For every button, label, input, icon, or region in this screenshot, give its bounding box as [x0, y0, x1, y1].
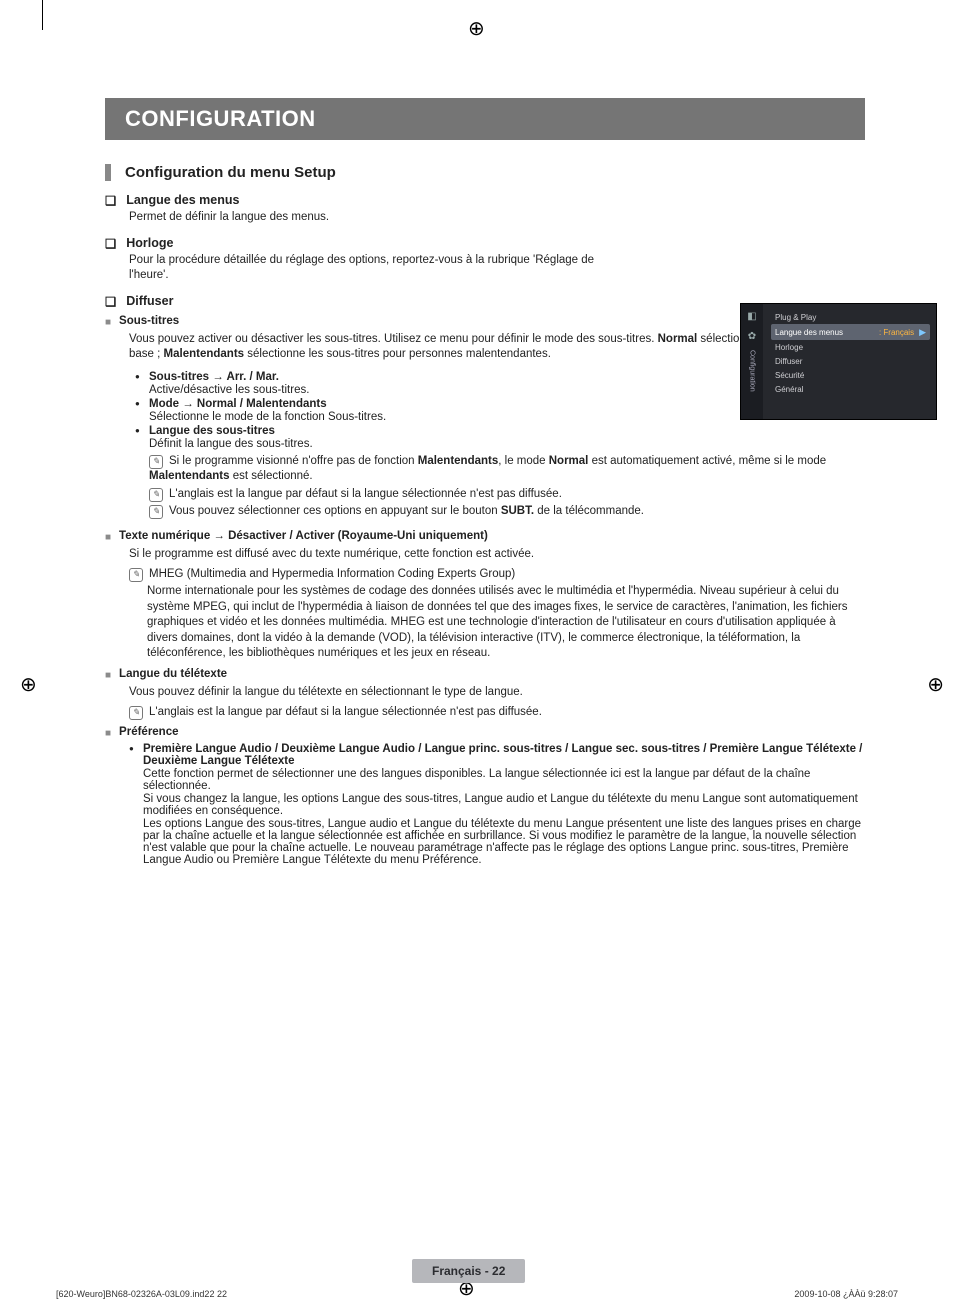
text: MHEG (Multimedia and Hypermedia Informat… — [149, 568, 515, 580]
item-title: Langue des menus — [126, 193, 239, 208]
page-footer-badge: Français - 22 — [412, 1259, 525, 1283]
text: Malentendants — [418, 455, 499, 467]
sub-texte-numerique: ■ Texte numérique → Désactiver / Activer… — [105, 530, 865, 545]
registration-mark: ⊕ — [20, 672, 37, 697]
list-item: Première Langue Audio / Deuxième Langue … — [129, 743, 865, 866]
osd-preview: ◧ ✿ Configuration Plug & Play Langue des… — [740, 303, 937, 420]
note-icon: ✎ — [129, 568, 143, 582]
filled-square-icon: ■ — [105, 315, 111, 330]
square-bullet-icon: ❏ — [105, 193, 116, 208]
item-title: Diffuser — [126, 294, 173, 309]
note: ✎ Si le programme visionné n'offre pas de… — [149, 454, 865, 485]
text: Si le programme visionné n'offre pas de … — [169, 455, 418, 467]
text: , le mode — [498, 455, 549, 467]
bullet-list: Première Langue Audio / Deuxième Langue … — [129, 743, 865, 866]
text: Normal — [658, 333, 698, 345]
text: SUBT. — [501, 505, 534, 517]
item-title: Horloge — [126, 236, 173, 251]
note: ✎ L'anglais est la langue par défaut si l… — [129, 706, 865, 720]
bullet-title: Langue des sous-titres — [149, 425, 275, 437]
text: Malentendants — [164, 348, 245, 360]
sub-title: Sous-titres — [119, 315, 179, 330]
sub-preference: ■ Préférence — [105, 726, 865, 741]
footer-right: 2009-10-08 ¿ÀÀü 9:28:07 — [794, 1289, 898, 1299]
gear-icon: ✿ — [746, 330, 758, 342]
bullet-title: Première Langue Audio / Deuxième Langue … — [143, 743, 862, 767]
bullet-desc: Cette fonction permet de sélectionner un… — [143, 768, 865, 792]
text: Vous pouvez activer ou désactiver les so… — [129, 333, 658, 345]
osd-item[interactable]: Sécurité — [771, 368, 930, 382]
registration-mark: ⊕ — [927, 672, 944, 697]
osd-sidebar: ◧ ✿ Configuration — [741, 304, 763, 419]
section-heading: Configuration du menu Setup — [105, 164, 865, 181]
text: Normal — [549, 455, 589, 467]
item-horloge: ❏ Horloge — [105, 236, 865, 251]
note-icon: ✎ — [149, 505, 163, 519]
text: L'anglais est la langue par défaut si la… — [169, 488, 562, 500]
notes: ✎ Si le programme visionné n'offre pas de… — [149, 454, 865, 520]
list-item: Langue des sous-titresDéfinit la langue … — [135, 425, 865, 450]
sub-title: Langue du télétexte — [119, 668, 227, 683]
osd-list: Plug & Play Langue des menus : Français … — [763, 304, 936, 419]
sub-title: Texte numérique → Désactiver / Activer (… — [119, 530, 488, 545]
filled-square-icon: ■ — [105, 726, 111, 741]
osd-item[interactable]: Diffuser — [771, 354, 930, 368]
picture-icon: ◧ — [746, 310, 758, 322]
text: est automatiquement activé, même si le m… — [588, 455, 826, 467]
text: Vous pouvez sélectionner ces options en … — [169, 505, 501, 517]
note-icon: ✎ — [149, 488, 163, 502]
sub-title: Préférence — [119, 726, 178, 741]
chevron-right-icon: ▶ — [919, 327, 926, 338]
note: ✎ Vous pouvez sélectionner ces options en… — [149, 504, 865, 520]
sub-langue-teletexte: ■ Langue du télétexte — [105, 668, 865, 683]
osd-item-label: Langue des menus — [775, 328, 843, 337]
bullet-title: Sous-titres → Arr. / Mar. — [149, 371, 279, 383]
filled-square-icon: ■ — [105, 530, 111, 545]
note: ✎ MHEG (Multimedia and Hypermedia Informa… — [129, 568, 865, 582]
osd-item[interactable]: Horloge — [771, 340, 930, 354]
bullet-desc: Définit la langue des sous-titres. — [149, 438, 865, 450]
text: Vous pouvez définir la langue du télétex… — [129, 685, 865, 701]
note-icon: ✎ — [129, 706, 143, 720]
square-bullet-icon: ❏ — [105, 294, 116, 309]
bullet-desc: Si vous changez la langue, les options L… — [143, 793, 865, 817]
note: ✎ L'anglais est la langue par défaut si l… — [149, 487, 865, 503]
item-body: Pour la procédure détaillée du réglage d… — [129, 253, 634, 284]
footer-left: [620-Weuro]BN68-02326A-03L09.ind22 22 — [56, 1289, 227, 1299]
text: de la télécommande. — [534, 505, 644, 517]
osd-item[interactable]: Général — [771, 382, 930, 396]
osd-side-label: Configuration — [749, 350, 756, 392]
text: Malentendants — [149, 470, 230, 482]
registration-mark: ⊕ — [468, 16, 485, 41]
note-body: Norme internationale pour les systèmes d… — [147, 584, 865, 662]
filled-square-icon: ■ — [105, 668, 111, 683]
osd-item-value: : Français — [879, 328, 914, 337]
bullet-title: Mode → Normal / Malentendants — [149, 398, 327, 410]
square-bullet-icon: ❏ — [105, 236, 116, 251]
note-icon: ✎ — [149, 455, 163, 469]
item-langue-menus: ❏ Langue des menus — [105, 193, 865, 208]
text: est sélectionné. — [230, 470, 313, 482]
page-content: CONFIGURATION Configuration du menu Setu… — [105, 98, 865, 870]
osd-item-selected[interactable]: Langue des menus : Français ▶ — [771, 324, 930, 340]
crop-mark — [42, 0, 43, 30]
text: L'anglais est la langue par défaut si la… — [149, 706, 542, 718]
bullet-desc: Les options Langue des sous-titres, Lang… — [143, 818, 865, 866]
text: Si le programme est diffusé avec du text… — [129, 547, 865, 563]
item-body: Permet de définir la langue des menus. — [129, 210, 634, 226]
section-banner: CONFIGURATION — [105, 98, 865, 140]
osd-item[interactable]: Plug & Play — [771, 310, 930, 324]
text: sélectionne les sous-titres pour personn… — [244, 348, 551, 360]
